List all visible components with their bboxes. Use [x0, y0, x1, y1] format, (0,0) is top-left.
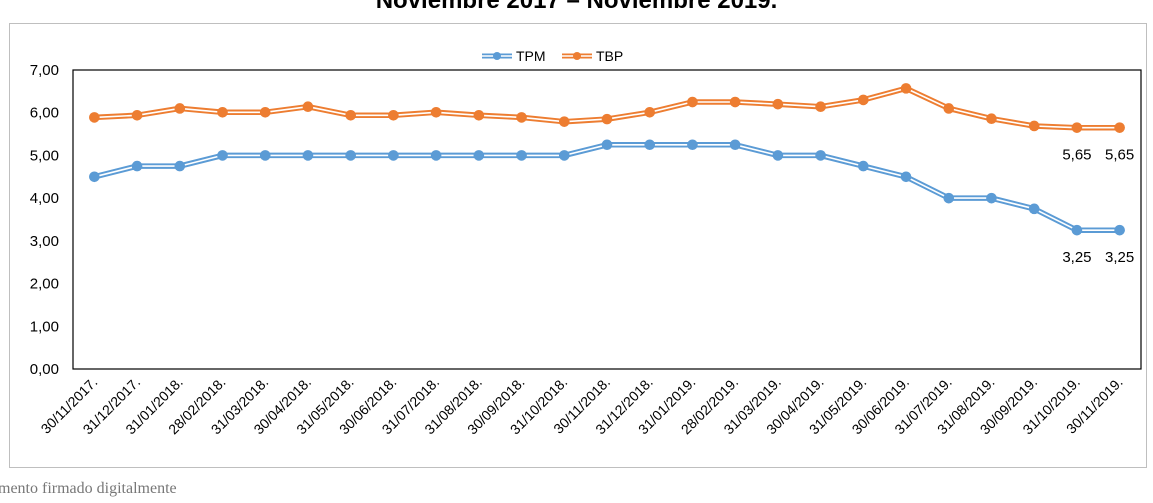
data-point-tpm [302, 150, 314, 161]
data-point-tbp [815, 101, 826, 113]
legend-marker-tpm [493, 52, 501, 60]
data-point-tpm [943, 192, 955, 204]
data-point-tpm [729, 139, 741, 151]
footer-text: mento firmado digitalmente [0, 480, 177, 497]
data-point-tpm [89, 171, 100, 183]
data-point-tbp [131, 109, 143, 121]
data-point-tbp [558, 116, 570, 127]
data-point-tbp [729, 96, 741, 108]
data-point-tbp [89, 112, 100, 123]
y-tick-label: 3,00 [30, 233, 59, 250]
data-point-tbp [302, 101, 314, 113]
data-point-tpm [131, 160, 143, 172]
plot-frame [72, 69, 1142, 370]
data-point-tbp [1071, 122, 1083, 133]
data-point-tpm [558, 150, 570, 161]
data-label: 5,65 [1062, 147, 1091, 164]
data-point-tpm [1114, 224, 1125, 236]
data-point-tbp [345, 109, 356, 121]
data-point-tpm [259, 150, 271, 161]
y-tick-label: 0,00 [30, 361, 59, 378]
data-point-tbp [772, 98, 784, 110]
data-point-tpm [986, 192, 997, 204]
data-point-tpm [815, 150, 826, 161]
y-tick-label: 1,00 [30, 318, 59, 335]
data-point-tbp [430, 106, 442, 118]
data-point-tbp [259, 106, 271, 118]
data-point-tpm [1028, 203, 1040, 215]
data-point-tbp [217, 106, 228, 118]
data-point-tpm [687, 139, 698, 151]
data-point-tpm [1071, 224, 1083, 236]
series-line-tpm [93, 142, 1120, 233]
data-point-tbp [473, 109, 485, 121]
data-point-tbp [858, 94, 869, 106]
data-point-tpm [772, 150, 784, 161]
data-point-tpm [388, 150, 399, 161]
data-point-tpm [473, 150, 485, 161]
data-point-tbp [174, 103, 186, 114]
data-label: 5,65 [1105, 147, 1134, 164]
data-point-tpm [900, 171, 912, 183]
y-tick-label: 6,00 [30, 105, 59, 122]
data-point-tbp [986, 113, 997, 124]
data-point-tpm [516, 150, 527, 161]
data-point-tpm [858, 160, 869, 172]
data-point-tbp [687, 96, 698, 108]
legend-label-tbp: TBP [596, 48, 623, 64]
y-tick-label: 7,00 [30, 62, 59, 79]
data-point-tpm [217, 150, 228, 161]
legend-label-tpm: TPM [516, 48, 546, 64]
data-point-tpm [345, 150, 356, 161]
data-point-tbp [516, 112, 527, 123]
legend-marker-tbp [573, 52, 581, 60]
line-chart: 0,001,002,003,004,005,006,007,0030/11/20… [30, 48, 1142, 437]
data-point-tbp [601, 113, 613, 125]
y-tick-label: 2,00 [30, 276, 59, 293]
chart-title: Noviembre 2017 – Noviembre 2019. [375, 0, 778, 14]
y-tick-label: 5,00 [30, 147, 59, 164]
data-point-tbp [900, 83, 912, 94]
chart-area [9, 23, 1147, 468]
data-point-tbp [388, 109, 399, 121]
data-point-tbp [1028, 120, 1040, 132]
data-point-tpm [601, 139, 613, 151]
data-label: 3,25 [1062, 249, 1091, 266]
y-tick-label: 4,00 [30, 190, 59, 207]
data-point-tpm [174, 160, 186, 172]
data-point-tbp [943, 103, 955, 114]
data-label: 3,25 [1105, 249, 1134, 266]
data-point-tbp [644, 106, 656, 118]
data-point-tpm [644, 139, 656, 151]
data-point-tbp [1114, 122, 1125, 133]
data-point-tpm [430, 150, 442, 161]
